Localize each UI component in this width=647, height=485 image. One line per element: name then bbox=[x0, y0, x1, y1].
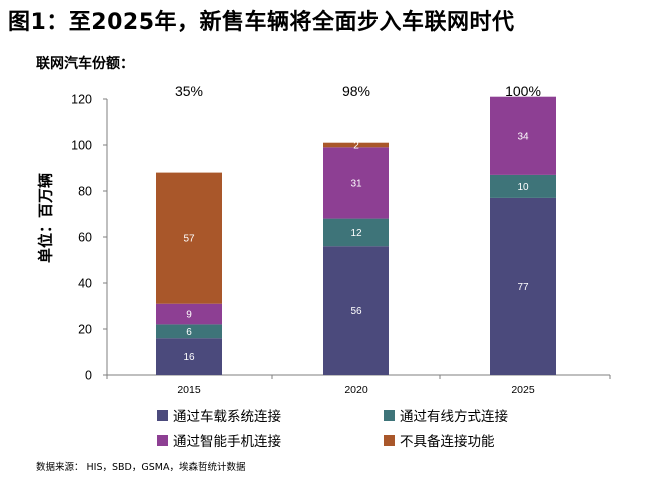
bar-segment bbox=[490, 96, 556, 175]
legend-item-none: 不具备连接功能 bbox=[384, 430, 495, 450]
bar-segment bbox=[156, 172, 222, 304]
data-label: 16 bbox=[183, 352, 195, 363]
data-label: 77 bbox=[517, 282, 529, 293]
data-label: 57 bbox=[183, 234, 195, 245]
bar-segment bbox=[490, 197, 556, 375]
legend-swatch-none bbox=[384, 434, 395, 446]
percent-label: 100% bbox=[505, 83, 541, 99]
legend-item-tethered: 通过有线方式连接 bbox=[384, 405, 508, 425]
x-tick-label: 2025 bbox=[511, 384, 535, 396]
y-tick-label: 60 bbox=[78, 231, 92, 245]
y-tick-label: 120 bbox=[71, 93, 92, 107]
legend-item-embedded: 通过车载系统连接 bbox=[157, 405, 281, 425]
legend-label-smartphone: 通过智能手机连接 bbox=[173, 434, 281, 450]
bar-segment bbox=[323, 246, 389, 375]
chart-subtitle: 联网汽车份额： bbox=[36, 56, 134, 72]
y-tick-label: 40 bbox=[78, 277, 92, 291]
bar-segment bbox=[323, 142, 389, 148]
percent-label: 98% bbox=[342, 83, 370, 99]
data-label: 34 bbox=[517, 131, 529, 142]
stacked-bar-chart: 0 20 40 60 80 100 120 16 6 9 57 2015 35% 56 12 31 2 2020 9… bbox=[71, 83, 611, 396]
legend-swatch-smartphone bbox=[157, 434, 168, 446]
y-tick-label: 80 bbox=[78, 185, 92, 199]
legend-label-none: 不具备连接功能 bbox=[400, 434, 495, 450]
legend-item-smartphone: 通过智能手机连接 bbox=[157, 430, 281, 450]
bar-segment bbox=[156, 324, 222, 339]
y-tick-label: 0 bbox=[85, 369, 92, 383]
legend-label-tethered: 通过有线方式连接 bbox=[400, 409, 508, 425]
y-tick-label: 100 bbox=[71, 139, 92, 153]
data-label: 6 bbox=[186, 327, 192, 338]
data-label: 56 bbox=[350, 306, 362, 317]
data-label: 12 bbox=[350, 228, 362, 239]
bar-segment bbox=[323, 218, 389, 247]
legend-swatch-embedded bbox=[157, 409, 168, 421]
x-tick-label: 2020 bbox=[344, 384, 368, 396]
bar-segment bbox=[323, 147, 389, 219]
data-source-note: 数据来源： HIS，SBD，GSMA，埃森哲统计数据 bbox=[36, 462, 246, 473]
bar-segment bbox=[156, 338, 222, 375]
bar-segment bbox=[156, 303, 222, 325]
percent-label: 35% bbox=[175, 83, 203, 99]
legend-label-embedded: 通过车载系统连接 bbox=[173, 409, 281, 425]
legend-swatch-tethered bbox=[384, 409, 395, 421]
y-tick-label: 20 bbox=[78, 323, 92, 337]
figure-title: 图1：至2025年，新售车辆将全面步入车联网时代 bbox=[8, 10, 515, 35]
data-label: 9 bbox=[186, 310, 192, 321]
data-label: 10 bbox=[517, 182, 529, 193]
x-tick-label: 2015 bbox=[177, 384, 201, 396]
data-label: 31 bbox=[350, 178, 362, 189]
bar-segment bbox=[490, 174, 556, 198]
data-label: 2 bbox=[353, 141, 359, 152]
